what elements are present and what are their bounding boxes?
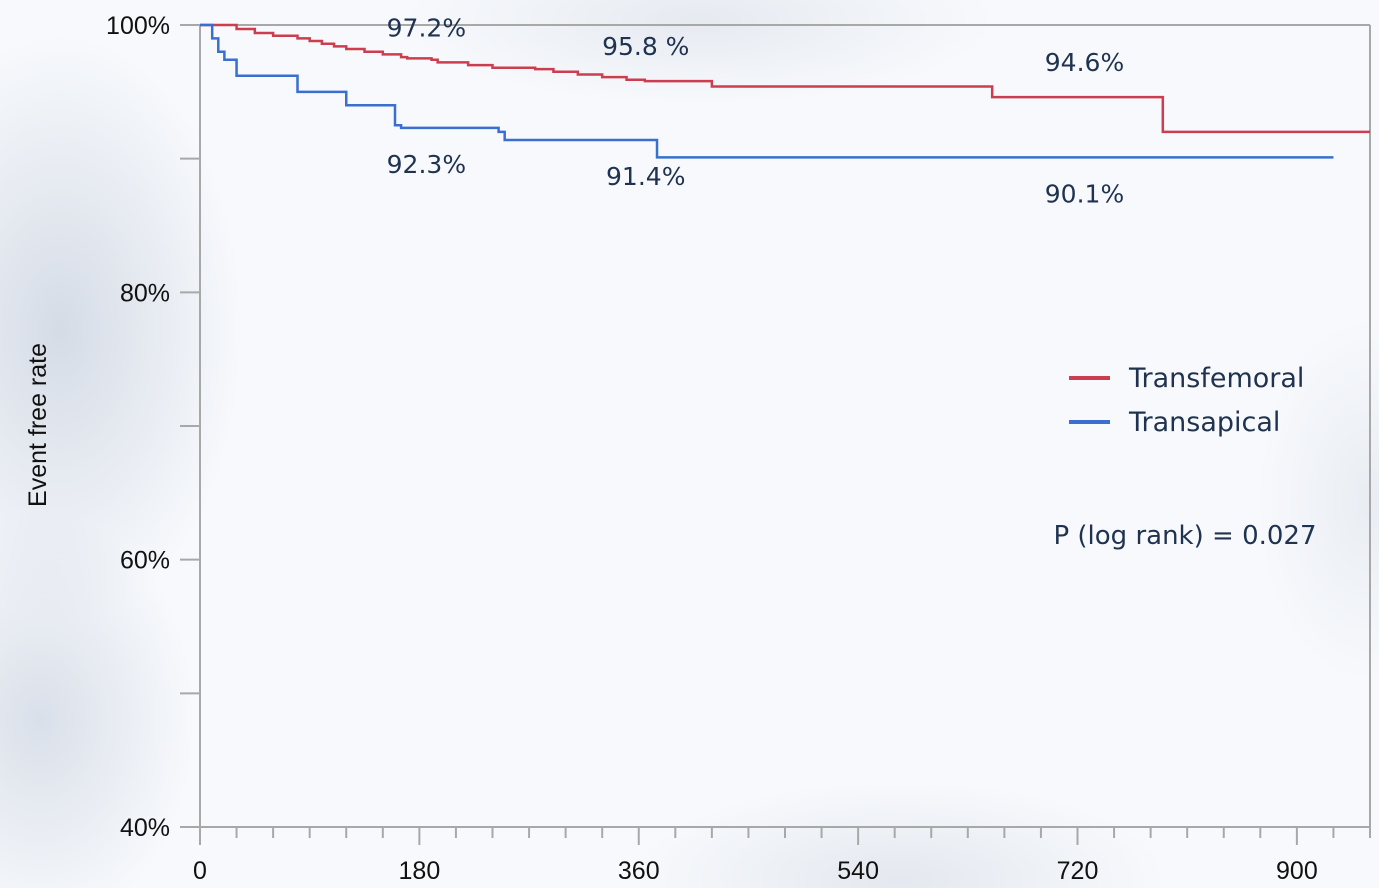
series-layer [200,23,1370,159]
x-tick-label: 180 [399,857,441,885]
p-value-label: P (log rank) = 0.027 [1053,521,1316,551]
s-transapical-line [200,23,1334,159]
y-tick-label: 80% [120,279,170,307]
data-label: 95.8 % [602,32,689,61]
y-axis-title: Event free rate [24,343,52,507]
data-label: 91.4% [606,162,685,191]
x-tick-label: 900 [1276,857,1318,885]
x-tick-label: 720 [1057,857,1099,885]
y-tick-label: 60% [120,547,170,575]
annotation-layer: 97.2% 95.8 % 94.6% 92.3% 91.4% 90.1% [387,13,1125,208]
y-tick-label: 40% [120,814,170,842]
legend-label: Transapical [1128,407,1280,438]
x-tick-label: 0 [193,857,207,885]
y-tick-label: 100% [106,12,170,40]
data-label: 94.6% [1045,48,1124,77]
s-transfemoral-line [200,23,1370,134]
legend-label: Transfemoral [1128,363,1304,394]
x-tick-label: 540 [837,857,879,885]
axes: 40% 60% 80% 100% 0 180 360 540 720 900 [106,12,1371,885]
legend: Transfemoral Transapical [1069,363,1304,438]
data-label: 97.2% [387,13,466,42]
data-label: 90.1% [1045,179,1124,208]
x-tick-label: 360 [618,857,660,885]
data-label: 92.3% [387,150,466,179]
